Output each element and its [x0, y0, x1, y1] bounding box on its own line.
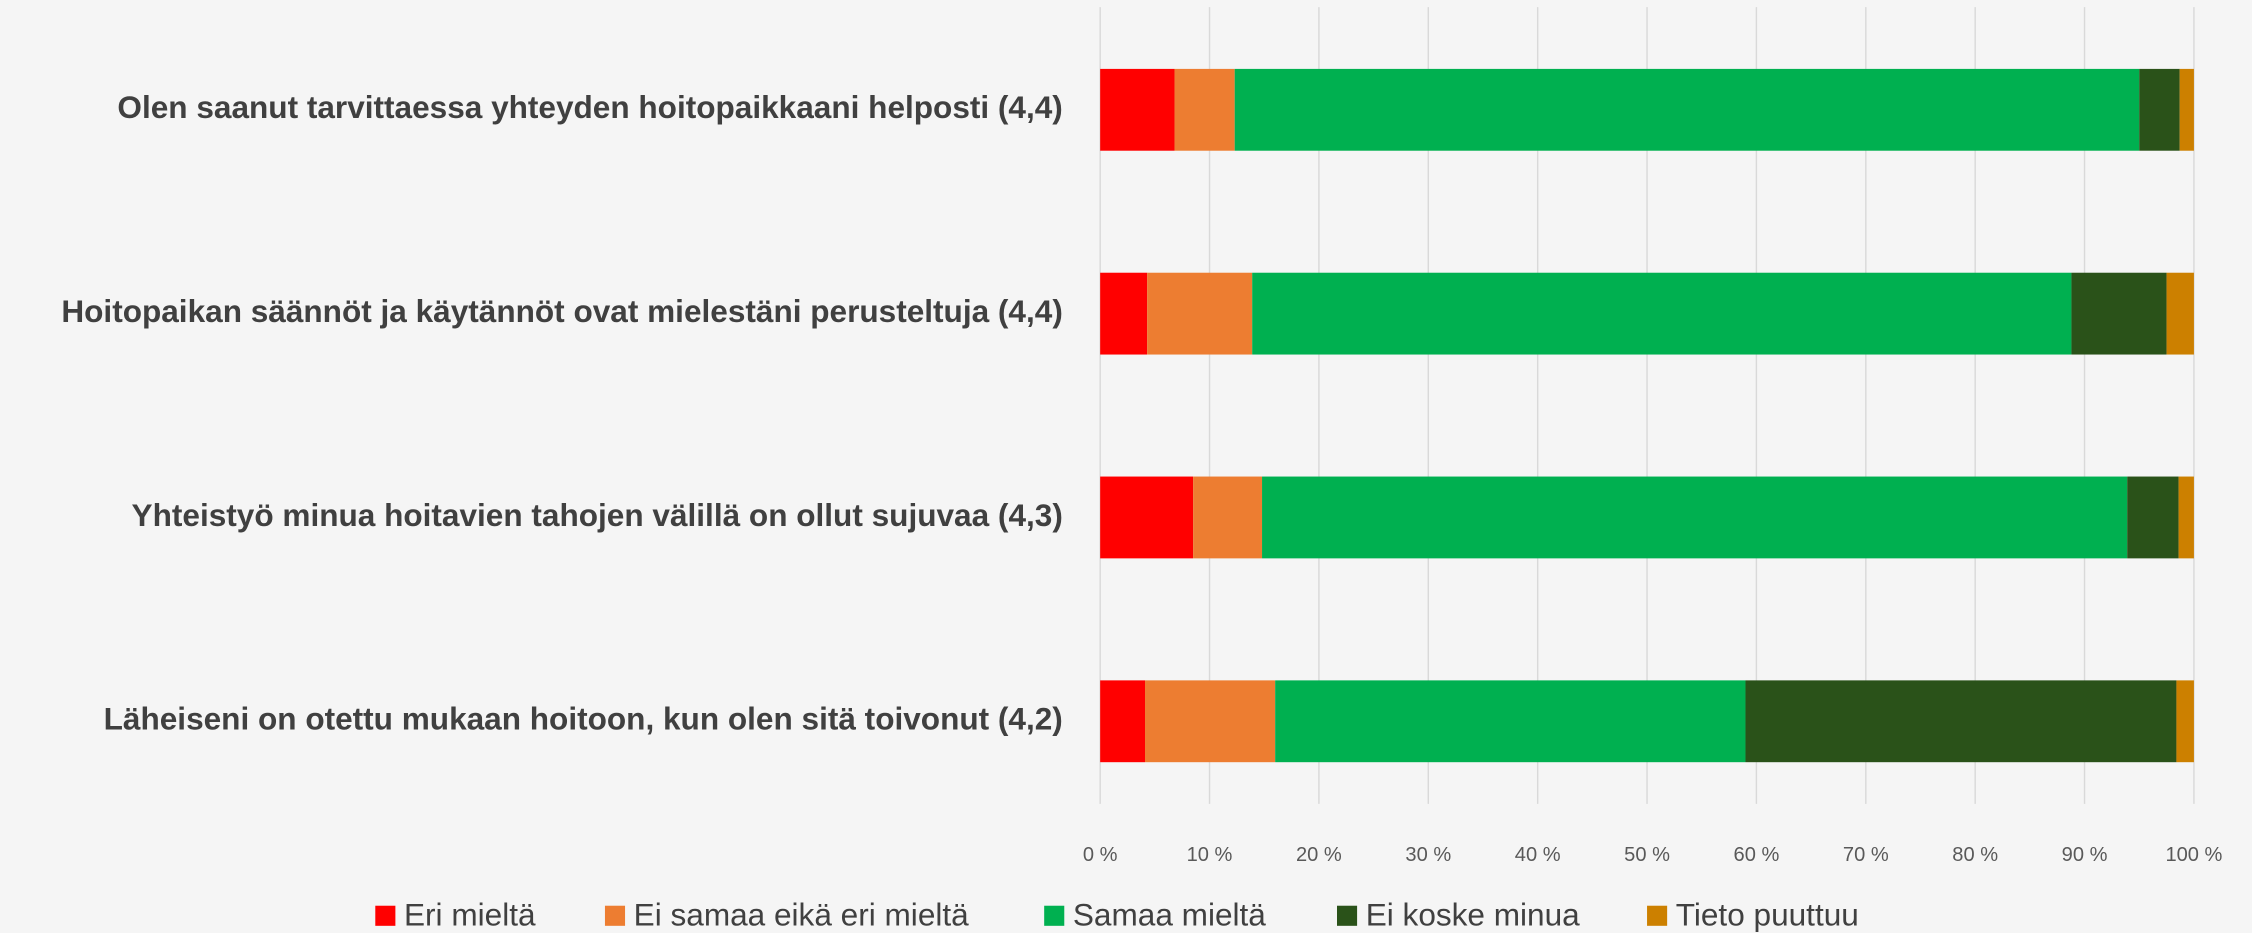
bar-segment [1193, 476, 1263, 559]
legend-label: Ei samaa eikä eri mieltä [634, 897, 969, 933]
legend-label: Ei koske minua [1366, 897, 1580, 933]
x-tick-label: 30 % [1405, 844, 1451, 866]
bar-segment [2139, 68, 2180, 151]
legend-swatch [1044, 905, 1065, 926]
bar-segment [2179, 68, 2194, 151]
legend-swatch [1647, 905, 1668, 926]
x-tick-label: 10 % [1187, 844, 1233, 866]
legend-swatch [604, 905, 626, 926]
category-label: Hoitopaikan säännöt ja käytännöt ovat mi… [61, 293, 1062, 329]
legend-label: Samaa mieltä [1073, 897, 1266, 933]
bar-segment [1100, 68, 1175, 151]
x-tick-label: 40 % [1515, 844, 1561, 866]
bar-segment [1100, 272, 1148, 355]
x-tick-label: 70 % [1843, 844, 1889, 866]
bar-segment [2166, 272, 2194, 355]
category-label: Läheiseni on otettu mukaan hoitoon, kun … [104, 701, 1063, 737]
x-tick-label: 80 % [1952, 844, 1998, 866]
bar-segment [1145, 680, 1276, 763]
bar-segment [1252, 272, 2072, 355]
legend-swatch [375, 905, 396, 926]
bar-segment [2178, 476, 2194, 559]
x-tick-label: 50 % [1624, 844, 1670, 866]
bar-segment [2071, 272, 2167, 355]
bar-segment [1745, 680, 2177, 763]
x-tick-label: 90 % [2062, 844, 2108, 866]
x-tick-label: 100 % [2165, 844, 2222, 866]
category-label: Yhteistyö minua hoitavien tahojen välill… [132, 497, 1063, 533]
bar-segment [1100, 680, 1146, 763]
legend-swatch [1337, 905, 1358, 926]
bar-segment [1147, 272, 1253, 355]
x-tick-label: 60 % [1734, 844, 1780, 866]
bar-segment [1262, 476, 2128, 559]
bar-segment [1174, 68, 1235, 151]
bar-segment [2127, 476, 2179, 559]
bar-segment [2176, 680, 2194, 763]
legend-label: Eri mieltä [404, 897, 536, 933]
bar-segment [1100, 476, 1194, 559]
bar-segment [1234, 68, 2140, 151]
category-label: Olen saanut tarvittaessa yhteyden hoitop… [117, 89, 1062, 125]
x-tick-label: 20 % [1296, 844, 1342, 866]
legend-label: Tieto puuttuu [1676, 897, 1859, 933]
bar-segment [1275, 680, 1746, 763]
x-tick-label: 0 % [1083, 844, 1118, 866]
